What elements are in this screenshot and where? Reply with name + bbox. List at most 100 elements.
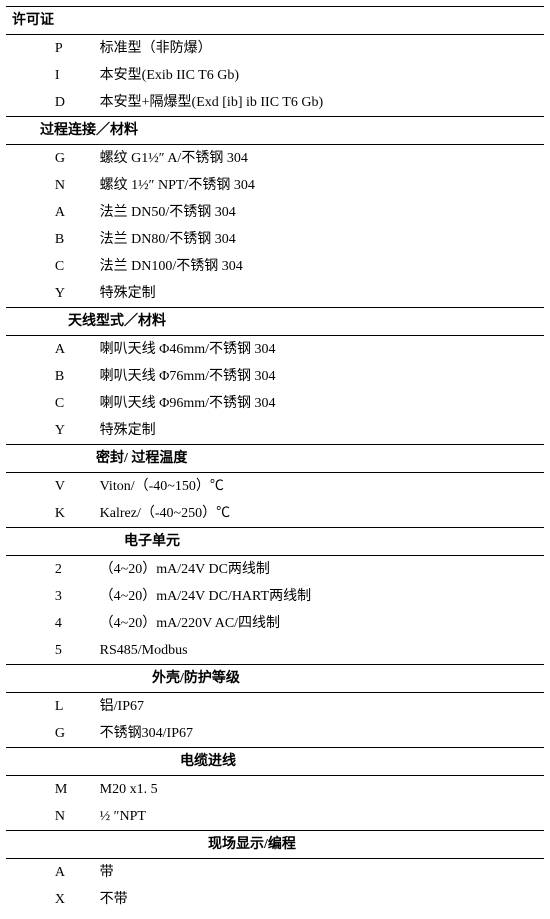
code-cell: Y (51, 417, 96, 445)
section-title: 密封/ 过程温度 (6, 445, 544, 473)
spec-row: N½ ″NPT (6, 803, 544, 831)
spec-row: Y特殊定制 (6, 417, 544, 445)
indent-cell (6, 693, 51, 721)
desc-cell: Kalrez/（-40~250）℃ (96, 500, 544, 528)
spec-row: A法兰 DN50/不锈钢 304 (6, 199, 544, 226)
code-cell: D (51, 89, 96, 117)
desc-cell: （4~20）mA/220V AC/四线制 (96, 610, 544, 637)
section-header-row: 现场显示/编程 (6, 831, 544, 859)
code-cell: C (51, 390, 96, 417)
indent-cell (6, 803, 51, 831)
desc-cell: ½ ″NPT (96, 803, 544, 831)
indent-cell (6, 637, 51, 665)
desc-cell: 法兰 DN50/不锈钢 304 (96, 199, 544, 226)
code-cell: I (51, 62, 96, 89)
spec-row: VViton/（-40~150）℃ (6, 473, 544, 501)
desc-cell: 喇叭天线 Φ96mm/不锈钢 304 (96, 390, 544, 417)
spec-row: N螺纹 1½″ NPT/不锈钢 304 (6, 172, 544, 199)
spec-row: G不锈钢304/IP67 (6, 720, 544, 748)
spec-row: A带 (6, 859, 544, 887)
desc-cell: 法兰 DN80/不锈钢 304 (96, 226, 544, 253)
code-cell: Y (51, 280, 96, 308)
desc-cell: 本安型+隔爆型(Exd [ib] ib IIC T6 Gb) (96, 89, 544, 117)
spec-row: C法兰 DN100/不锈钢 304 (6, 253, 544, 280)
section-header-row: 电子单元 (6, 528, 544, 556)
indent-cell (6, 610, 51, 637)
spec-row: D本安型+隔爆型(Exd [ib] ib IIC T6 Gb) (6, 89, 544, 117)
desc-cell: 法兰 DN100/不锈钢 304 (96, 253, 544, 280)
spec-row: B喇叭天线 Φ76mm/不锈钢 304 (6, 363, 544, 390)
indent-cell (6, 172, 51, 199)
indent-cell (6, 199, 51, 226)
spec-row: P标准型（非防爆） (6, 35, 544, 63)
spec-row: I本安型(Exib IIC T6 Gb) (6, 62, 544, 89)
spec-row: 2（4~20）mA/24V DC两线制 (6, 556, 544, 584)
code-cell: A (51, 199, 96, 226)
indent-cell (6, 336, 51, 364)
spec-row: B法兰 DN80/不锈钢 304 (6, 226, 544, 253)
code-cell: 2 (51, 556, 96, 584)
spec-table: 许可证 P标准型（非防爆） I本安型(Exib IIC T6 Gb) D本安型+… (6, 6, 544, 913)
spec-row: Y特殊定制 (6, 280, 544, 308)
indent-cell (6, 280, 51, 308)
desc-cell: RS485/Modbus (96, 637, 544, 665)
indent-cell (6, 417, 51, 445)
code-cell: 3 (51, 583, 96, 610)
desc-cell: 标准型（非防爆） (96, 35, 544, 63)
spec-row: KKalrez/（-40~250）℃ (6, 500, 544, 528)
section-header-row: 过程连接／材料 (6, 117, 544, 145)
indent-cell (6, 583, 51, 610)
code-cell: N (51, 803, 96, 831)
spec-row: 5RS485/Modbus (6, 637, 544, 665)
code-cell: G (51, 720, 96, 748)
desc-cell: 不带 (96, 886, 544, 913)
indent-cell (6, 473, 51, 501)
desc-cell: 铝/IP67 (96, 693, 544, 721)
section-header-row: 许可证 (6, 7, 544, 35)
indent-cell (6, 390, 51, 417)
desc-cell: 螺纹 1½″ NPT/不锈钢 304 (96, 172, 544, 199)
code-cell: X (51, 886, 96, 913)
spec-table-body: 许可证 P标准型（非防爆） I本安型(Exib IIC T6 Gb) D本安型+… (6, 7, 544, 914)
code-cell: B (51, 363, 96, 390)
code-cell: G (51, 145, 96, 173)
code-cell: 4 (51, 610, 96, 637)
desc-cell: （4~20）mA/24V DC两线制 (96, 556, 544, 584)
code-cell: 5 (51, 637, 96, 665)
desc-cell: 喇叭天线 Φ76mm/不锈钢 304 (96, 363, 544, 390)
section-title: 现场显示/编程 (6, 831, 544, 859)
section-header-row: 电缆进线 (6, 748, 544, 776)
code-cell: C (51, 253, 96, 280)
code-cell: A (51, 859, 96, 887)
section-header-row: 天线型式／材料 (6, 308, 544, 336)
section-title: 过程连接／材料 (6, 117, 544, 145)
desc-cell: 特殊定制 (96, 417, 544, 445)
indent-cell (6, 145, 51, 173)
section-title: 电子单元 (6, 528, 544, 556)
spec-row: 4（4~20）mA/220V AC/四线制 (6, 610, 544, 637)
section-title: 外壳/防护等级 (6, 665, 544, 693)
spec-row: A喇叭天线 Φ46mm/不锈钢 304 (6, 336, 544, 364)
section-title: 天线型式／材料 (6, 308, 544, 336)
indent-cell (6, 35, 51, 63)
indent-cell (6, 226, 51, 253)
indent-cell (6, 89, 51, 117)
indent-cell (6, 886, 51, 913)
indent-cell (6, 556, 51, 584)
code-cell: V (51, 473, 96, 501)
indent-cell (6, 62, 51, 89)
indent-cell (6, 363, 51, 390)
code-cell: A (51, 336, 96, 364)
spec-row: G螺纹 G1½″ A/不锈钢 304 (6, 145, 544, 173)
section-header-row: 外壳/防护等级 (6, 665, 544, 693)
desc-cell: （4~20）mA/24V DC/HART两线制 (96, 583, 544, 610)
desc-cell: 带 (96, 859, 544, 887)
code-cell: P (51, 35, 96, 63)
desc-cell: 不锈钢304/IP67 (96, 720, 544, 748)
indent-cell (6, 859, 51, 887)
indent-cell (6, 720, 51, 748)
indent-cell (6, 500, 51, 528)
section-title: 电缆进线 (6, 748, 544, 776)
section-title: 许可证 (6, 7, 544, 35)
desc-cell: 喇叭天线 Φ46mm/不锈钢 304 (96, 336, 544, 364)
